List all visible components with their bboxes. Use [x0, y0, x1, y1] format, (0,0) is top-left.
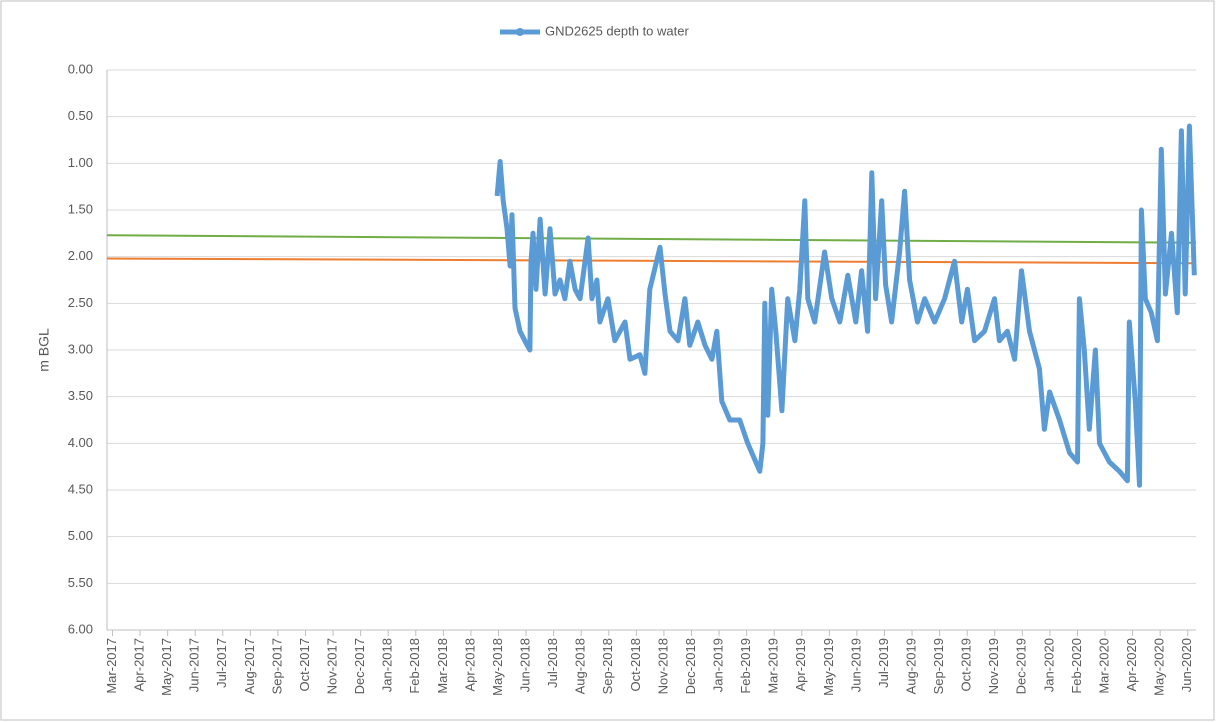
y-tick-label: 1.00: [68, 155, 93, 170]
x-tick-label: Feb-2020: [1069, 638, 1084, 694]
x-tick-label: Jul-2019: [876, 638, 891, 688]
x-tick-label: Mar-2017: [104, 638, 119, 694]
x-tick-label: Aug-2019: [903, 638, 918, 694]
series-line: [106, 234, 1197, 244]
y-tick-label: 3.50: [68, 388, 93, 403]
x-tick-label: Feb-2019: [738, 638, 753, 694]
x-tick-label: May-2018: [490, 638, 505, 696]
x-tick-label: Dec-2019: [1014, 638, 1029, 694]
y-tick-label: 5.50: [68, 575, 93, 590]
x-tick-label: Jan-2018: [380, 638, 395, 692]
x-tick-label: Nov-2018: [655, 638, 670, 694]
legend-label: GND2625 depth to water: [545, 23, 689, 38]
y-tick-label: 3.00: [68, 341, 93, 356]
y-tick-label: 6.00: [68, 621, 93, 636]
x-tick-label: Jun-2017: [187, 638, 202, 692]
x-tick-label: Jul-2017: [214, 638, 229, 688]
x-tick-label: Mar-2018: [435, 638, 450, 694]
series-line: [494, 123, 1197, 488]
x-tick-label: Feb-2018: [407, 638, 422, 694]
x-tick-label: Jun-2019: [848, 638, 863, 692]
x-tick-label: Apr-2019: [793, 638, 808, 691]
x-tick-label: Apr-2017: [132, 638, 147, 691]
x-tick-label: Oct-2018: [628, 638, 643, 691]
y-tick-label: 4.00: [68, 435, 93, 450]
y-tick-label: 5.00: [68, 528, 93, 543]
x-tick-label: Nov-2019: [986, 638, 1001, 694]
y-axis-label: m BGL: [36, 328, 52, 372]
x-tick-label: Jan-2019: [710, 638, 725, 692]
legend-marker: [516, 28, 524, 36]
x-tick-label: Jan-2020: [1041, 638, 1056, 692]
x-tick-label: Jun-2018: [517, 638, 532, 692]
x-tick-label: Dec-2017: [352, 638, 367, 694]
x-tick-label: Dec-2018: [683, 638, 698, 694]
x-tick-label: Jul-2018: [545, 638, 560, 688]
x-tick-label: May-2020: [1152, 638, 1167, 696]
x-tick-label: Oct-2017: [297, 638, 312, 691]
x-tick-label: Mar-2019: [766, 638, 781, 694]
y-tick-label: 2.50: [68, 295, 93, 310]
x-tick-label: May-2017: [159, 638, 174, 696]
x-tick-label: Oct-2019: [959, 638, 974, 691]
x-tick-label: Jun-2020: [1179, 638, 1194, 692]
y-tick-label: 0.00: [68, 61, 93, 76]
x-tick-label: Aug-2018: [573, 638, 588, 694]
x-tick-label: Sep-2018: [600, 638, 615, 694]
x-tick-label: Nov-2017: [325, 638, 340, 694]
x-tick-label: Apr-2020: [1124, 638, 1139, 691]
y-tick-label: 2.00: [68, 248, 93, 263]
x-tick-label: May-2019: [821, 638, 836, 696]
x-tick-label: Aug-2017: [242, 638, 257, 694]
y-tick-label: 4.50: [68, 481, 93, 496]
y-tick-label: 1.50: [68, 201, 93, 216]
y-tick-label: 0.50: [68, 108, 93, 123]
x-tick-label: Mar-2020: [1096, 638, 1111, 694]
x-tick-label: Sep-2017: [269, 638, 284, 694]
x-tick-label: Apr-2018: [462, 638, 477, 691]
series-line: [106, 257, 1197, 265]
x-tick-label: Sep-2019: [931, 638, 946, 694]
